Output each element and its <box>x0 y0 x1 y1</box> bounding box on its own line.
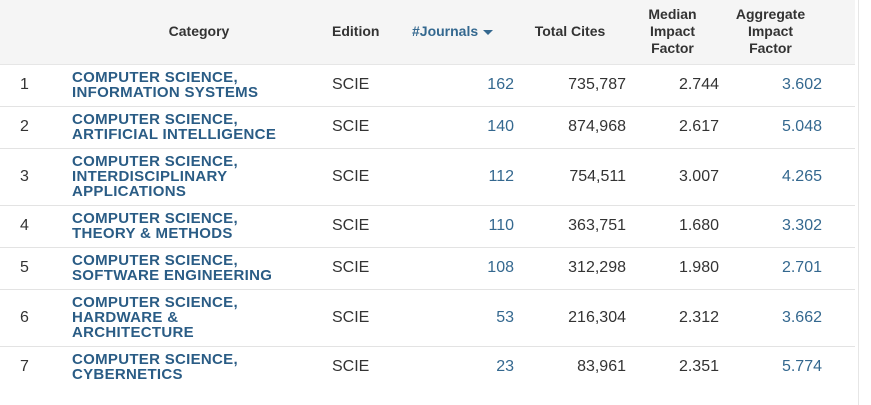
table-row: 5 COMPUTER SCIENCE, SOFTWARE ENGINEERING… <box>0 246 855 289</box>
row-spacer <box>822 105 855 148</box>
journals-header[interactable]: #Journals <box>406 0 514 64</box>
category-line2: ARTIFICIAL INTELLIGENCE <box>72 126 277 143</box>
total-cites-cell: 874,968 <box>514 105 626 148</box>
median-if-cell: 2.744 <box>626 63 719 106</box>
edition-cell: SCIE <box>328 63 406 106</box>
journals-link[interactable]: 112 <box>406 147 514 205</box>
category-line2: THEORY & METHODS <box>72 225 233 242</box>
category-header[interactable]: Category <box>168 23 230 40</box>
total-cites-cell: 83,961 <box>514 345 626 388</box>
category-line1: COMPUTER SCIENCE, <box>72 351 238 369</box>
table-row: 2 COMPUTER SCIENCE, ARTIFICIAL INTELLIGE… <box>0 105 855 148</box>
median-if-cell: 2.312 <box>626 288 719 346</box>
table-row: 6 COMPUTER SCIENCE, HARDWARE & ARCHITECT… <box>0 288 855 346</box>
edition-header[interactable]: Edition <box>332 23 380 40</box>
journals-link[interactable]: 23 <box>406 345 514 388</box>
row-spacer <box>822 288 855 346</box>
category-line1: COMPUTER SCIENCE, <box>72 210 238 227</box>
table-row: 4 COMPUTER SCIENCE, THEORY & METHODS SCI… <box>0 204 855 247</box>
row-spacer <box>822 345 855 388</box>
categories-table: Category Edition #Journals Total Cites M… <box>0 0 855 388</box>
category-line3: APPLICATIONS <box>72 183 187 200</box>
aggregate-if-link[interactable]: 3.662 <box>719 288 822 346</box>
total-cites-cell: 754,511 <box>514 147 626 205</box>
journals-header-label: #Journals <box>412 23 479 40</box>
category-line1: COMPUTER SCIENCE, <box>72 294 238 311</box>
category-link[interactable]: COMPUTER SCIENCE, INFORMATION SYSTEMS <box>70 63 328 106</box>
category-line1: COMPUTER SCIENCE, <box>72 252 238 269</box>
category-line3: ARCHITECTURE <box>72 324 194 341</box>
aggregate-if-link[interactable]: 3.602 <box>719 63 822 106</box>
rank-cell: 4 <box>0 204 70 247</box>
median-if-cell: 1.680 <box>626 204 719 247</box>
table-row: 3 COMPUTER SCIENCE, INTERDISCIPLINARY AP… <box>0 147 855 205</box>
aggregate-if-link[interactable]: 3.302 <box>719 204 822 247</box>
total-cites-cell: 735,787 <box>514 63 626 106</box>
total-cites-cell: 363,751 <box>514 204 626 247</box>
journals-link[interactable]: 108 <box>406 246 514 289</box>
rank-cell: 1 <box>0 63 70 106</box>
aggregate-if-header-line2: Impact <box>747 23 794 40</box>
category-link[interactable]: COMPUTER SCIENCE, ARTIFICIAL INTELLIGENC… <box>70 105 328 148</box>
median-if-cell: 2.617 <box>626 105 719 148</box>
aggregate-impact-factor-header[interactable]: Aggregate Impact Factor <box>719 0 822 64</box>
rank-cell: 7 <box>0 345 70 388</box>
journals-link[interactable]: 110 <box>406 204 514 247</box>
category-line2: HARDWARE & <box>72 309 179 326</box>
table-row: 7 COMPUTER SCIENCE, CYBERNETICS SCIE 23 … <box>0 345 855 388</box>
journals-link[interactable]: 162 <box>406 63 514 106</box>
rank-cell: 2 <box>0 105 70 148</box>
category-link[interactable]: COMPUTER SCIENCE, SOFTWARE ENGINEERING <box>70 246 328 289</box>
journals-link[interactable]: 140 <box>406 105 514 148</box>
right-divider <box>858 0 859 405</box>
caret-down-icon <box>483 30 494 36</box>
row-spacer <box>822 147 855 205</box>
journals-link[interactable]: 53 <box>406 288 514 346</box>
table-row: 1 COMPUTER SCIENCE, INFORMATION SYSTEMS … <box>0 63 855 106</box>
total-cites-header[interactable]: Total Cites <box>534 23 606 40</box>
category-link[interactable]: COMPUTER SCIENCE, THEORY & METHODS <box>70 204 328 247</box>
row-spacer <box>822 204 855 247</box>
aggregate-if-link[interactable]: 2.701 <box>719 246 822 289</box>
header-spacer <box>822 0 855 64</box>
edition-cell: SCIE <box>328 345 406 388</box>
edition-cell: SCIE <box>328 246 406 289</box>
category-line2: INTERDISCIPLINARY <box>72 168 228 185</box>
category-line2: CYBERNETICS <box>72 366 183 384</box>
aggregate-if-header-line3: Factor <box>749 40 792 57</box>
rank-header <box>0 0 70 64</box>
category-line2: SOFTWARE ENGINEERING <box>72 267 273 284</box>
category-line1: COMPUTER SCIENCE, <box>72 111 238 128</box>
edition-cell: SCIE <box>328 147 406 205</box>
category-link[interactable]: COMPUTER SCIENCE, INTERDISCIPLINARY APPL… <box>70 147 328 205</box>
category-line1: COMPUTER SCIENCE, <box>72 153 238 170</box>
aggregate-if-link[interactable]: 5.048 <box>719 105 822 148</box>
row-spacer <box>822 246 855 289</box>
rank-cell: 5 <box>0 246 70 289</box>
row-spacer <box>822 63 855 106</box>
median-if-cell: 1.980 <box>626 246 719 289</box>
median-if-cell: 3.007 <box>626 147 719 205</box>
median-if-header-line2: Impact <box>649 23 696 40</box>
median-if-header-line1: Median <box>648 6 697 23</box>
total-cites-cell: 312,298 <box>514 246 626 289</box>
aggregate-if-link[interactable]: 4.265 <box>719 147 822 205</box>
median-if-header-line3: Factor <box>651 40 694 57</box>
median-impact-factor-header[interactable]: Median Impact Factor <box>626 0 719 64</box>
total-cites-cell: 216,304 <box>514 288 626 346</box>
aggregate-if-header-line1: Aggregate <box>735 6 806 23</box>
edition-cell: SCIE <box>328 288 406 346</box>
category-link[interactable]: COMPUTER SCIENCE, CYBERNETICS <box>70 345 328 388</box>
median-if-cell: 2.351 <box>626 345 719 388</box>
table-header-row: Category Edition #Journals Total Cites M… <box>0 0 855 64</box>
rank-cell: 3 <box>0 147 70 205</box>
category-line2: INFORMATION SYSTEMS <box>72 84 259 101</box>
category-line1: COMPUTER SCIENCE, <box>72 69 238 86</box>
edition-cell: SCIE <box>328 105 406 148</box>
edition-cell: SCIE <box>328 204 406 247</box>
rank-cell: 6 <box>0 288 70 346</box>
aggregate-if-link[interactable]: 5.774 <box>719 345 822 388</box>
category-link[interactable]: COMPUTER SCIENCE, HARDWARE & ARCHITECTUR… <box>70 288 328 346</box>
